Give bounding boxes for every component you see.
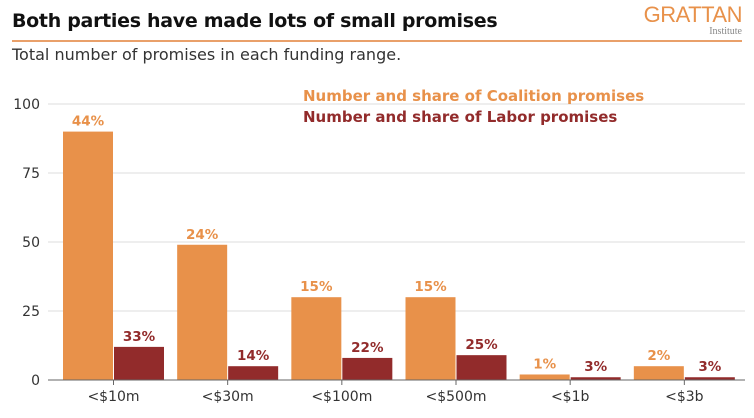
chart-title: Both parties have made lots of small pro…: [12, 10, 498, 32]
y-tick-label: 25: [22, 304, 40, 320]
bar-labor: [342, 357, 393, 380]
data-label: 24%: [186, 227, 219, 243]
data-label: 1%: [533, 356, 556, 372]
bar-coalition: [633, 366, 684, 380]
y-tick-label: 75: [22, 166, 40, 182]
logo-wordmark: GRATTAN: [643, 2, 743, 27]
bar-labor: [456, 355, 507, 380]
title-divider: [12, 40, 742, 42]
bar-coalition: [291, 297, 342, 380]
bar-coalition: [405, 297, 456, 380]
y-tick-label: 100: [13, 97, 40, 113]
data-label: 3%: [698, 359, 721, 375]
y-tick-label: 50: [22, 235, 40, 251]
legend: Number and share of Coalition promises N…: [303, 86, 644, 128]
x-tick-label: <$500m: [426, 389, 487, 405]
data-label: 25%: [465, 337, 498, 353]
x-tick-label: <$3b: [665, 389, 704, 405]
data-label: 22%: [351, 340, 384, 356]
x-tick-label: <$30m: [202, 389, 254, 405]
legend-coalition: Number and share of Coalition promises: [303, 87, 645, 105]
data-label: 15%: [414, 279, 447, 295]
bar-coalition: [519, 374, 570, 380]
x-tick-label: <$1b: [551, 389, 590, 405]
bar-coalition: [63, 131, 113, 380]
data-label: 15%: [300, 279, 333, 295]
data-label: 2%: [647, 348, 670, 364]
bar-labor: [684, 377, 735, 380]
data-label: 44%: [72, 114, 105, 130]
x-tick-label: <$100m: [311, 389, 372, 405]
bar-labor: [228, 366, 279, 380]
logo-subtext: Institute: [709, 26, 742, 37]
legend-labor: Number and share of Labor promises: [303, 108, 618, 126]
bar-labor: [114, 346, 164, 380]
bar-coalition: [177, 244, 228, 380]
bar-labor: [570, 377, 621, 380]
grattan-logo: GRATTAN Institute: [643, 2, 743, 38]
data-label: 3%: [584, 359, 607, 375]
data-label: 14%: [237, 348, 270, 364]
data-label: 33%: [123, 329, 156, 345]
x-tick-label: <$10m: [87, 389, 139, 405]
chart-subtitle: Total number of promises in each funding…: [12, 45, 402, 64]
y-tick-label: 0: [31, 373, 40, 389]
